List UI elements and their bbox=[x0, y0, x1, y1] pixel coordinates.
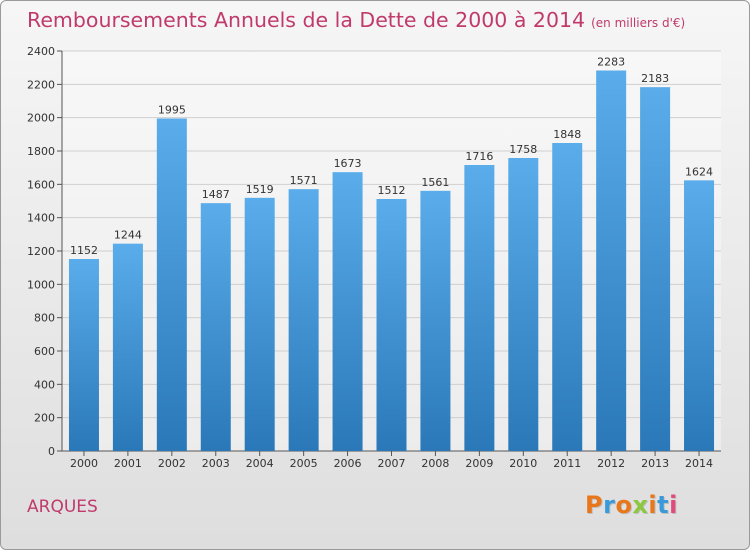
bar bbox=[420, 190, 451, 452]
bar-value-label: 2183 bbox=[641, 72, 669, 85]
bar bbox=[640, 87, 671, 452]
y-tick-label: 2400 bbox=[27, 45, 55, 58]
x-tick-label: 2007 bbox=[378, 457, 406, 470]
logo-letter: x bbox=[632, 491, 649, 519]
x-tick-label: 2002 bbox=[158, 457, 186, 470]
bar-value-label: 1758 bbox=[509, 143, 537, 156]
bar bbox=[684, 180, 715, 452]
x-tick-label: 2005 bbox=[290, 457, 318, 470]
x-tick-label: 2008 bbox=[421, 457, 449, 470]
logo-letter: P bbox=[585, 491, 604, 519]
bar-value-label: 1152 bbox=[70, 244, 98, 257]
y-tick-label: 0 bbox=[48, 445, 55, 458]
bar bbox=[552, 143, 583, 451]
proxiti-logo: Proxiti bbox=[585, 491, 678, 519]
x-tick-label: 2009 bbox=[465, 457, 493, 470]
x-tick-label: 2014 bbox=[685, 457, 713, 470]
x-tick-label: 2010 bbox=[509, 457, 537, 470]
bar bbox=[200, 203, 231, 451]
bar-value-label: 1512 bbox=[378, 184, 406, 197]
x-tick-label: 2013 bbox=[641, 457, 669, 470]
bar bbox=[288, 189, 319, 451]
bar bbox=[332, 172, 363, 451]
logo-letter: i bbox=[648, 491, 658, 519]
y-tick-label: 2000 bbox=[27, 112, 55, 125]
y-tick-label: 1000 bbox=[27, 278, 55, 291]
chart-title: Remboursements Annuels de la Dette de 20… bbox=[27, 8, 685, 32]
bar-value-label: 1487 bbox=[202, 188, 230, 201]
logo-letter: o bbox=[615, 491, 633, 519]
y-tick-label: 600 bbox=[34, 345, 55, 358]
y-tick-label: 400 bbox=[34, 378, 55, 391]
bar-value-label: 1848 bbox=[553, 128, 581, 141]
bar-value-label: 1571 bbox=[290, 174, 318, 187]
x-tick-label: 2011 bbox=[553, 457, 581, 470]
y-tick-label: 200 bbox=[34, 412, 55, 425]
x-tick-label: 2003 bbox=[202, 457, 230, 470]
logo-letter: t bbox=[657, 491, 670, 519]
x-tick-label: 2006 bbox=[334, 457, 362, 470]
y-tick-label: 1600 bbox=[27, 178, 55, 191]
bar-value-label: 1244 bbox=[114, 229, 142, 242]
bar bbox=[244, 197, 275, 451]
bar-value-label: 1995 bbox=[158, 104, 186, 117]
bar bbox=[68, 259, 99, 451]
y-tick-label: 1400 bbox=[27, 212, 55, 225]
bar bbox=[596, 70, 627, 451]
x-tick-label: 2001 bbox=[114, 457, 142, 470]
y-tick-label: 1800 bbox=[27, 145, 55, 158]
bar-value-label: 1716 bbox=[465, 150, 493, 163]
bar bbox=[508, 158, 539, 451]
bar-value-label: 1673 bbox=[334, 157, 362, 170]
bar bbox=[376, 199, 407, 451]
bar bbox=[156, 118, 187, 451]
y-tick-label: 2200 bbox=[27, 78, 55, 91]
bar-value-label: 1624 bbox=[685, 165, 713, 178]
chart-title-text: Remboursements Annuels de la Dette de 20… bbox=[27, 8, 586, 32]
logo-letter: r bbox=[603, 491, 616, 519]
logo-letter: i bbox=[669, 491, 678, 519]
bar bbox=[464, 165, 495, 451]
chart-subtitle: (en milliers d'€) bbox=[591, 16, 686, 30]
y-tick-label: 1200 bbox=[27, 245, 55, 258]
x-tick-label: 2012 bbox=[597, 457, 625, 470]
bar bbox=[112, 243, 143, 451]
x-tick-label: 2004 bbox=[246, 457, 274, 470]
bar-value-label: 1519 bbox=[246, 183, 274, 196]
bar-value-label: 1561 bbox=[421, 176, 449, 189]
commune-name: ARQUES bbox=[27, 497, 98, 517]
x-tick-label: 2000 bbox=[70, 457, 98, 470]
y-tick-label: 800 bbox=[34, 312, 55, 325]
bar-value-label: 2283 bbox=[597, 56, 625, 69]
